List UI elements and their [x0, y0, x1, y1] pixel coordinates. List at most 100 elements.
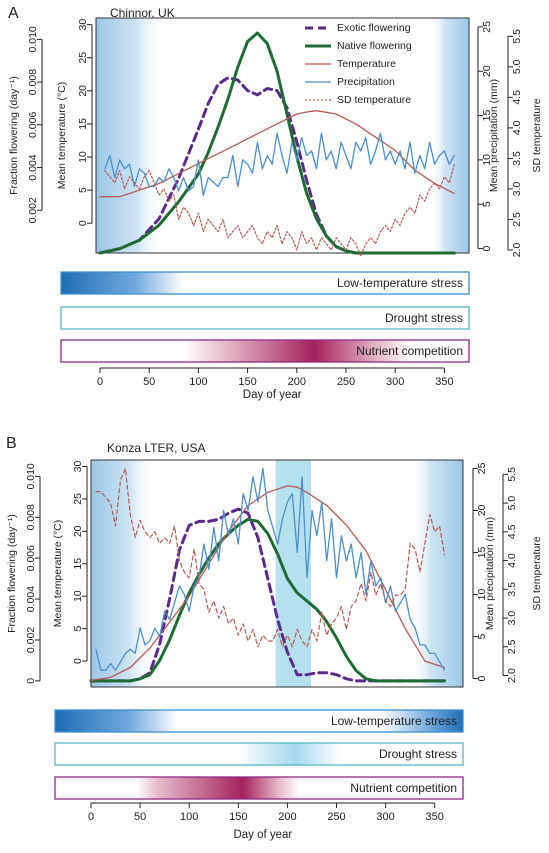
- flowering-tick-label: 0.004: [25, 586, 37, 612]
- precipitation-tick-label: 25: [476, 462, 488, 474]
- legend-label: Native flowering: [337, 40, 412, 52]
- temperature-tick-label: 10: [72, 590, 84, 602]
- x-tick-label: 200: [288, 376, 306, 388]
- stress-bar-label: Low-temperature stress: [331, 714, 457, 728]
- series-native-flowering-line: [89, 517, 446, 683]
- precipitation-tick-label: 20: [481, 65, 493, 77]
- x-tick-label: 150: [229, 811, 247, 823]
- stress-bar: [54, 742, 464, 766]
- x-tick-label: 100: [189, 376, 207, 388]
- temperature-axis-label: Mean temperature (°C): [52, 520, 64, 628]
- precipitation-tick-label: 25: [481, 21, 493, 33]
- stress-bar: [54, 776, 464, 800]
- stress-bar-label: Nutrient competition: [350, 781, 457, 795]
- flowering-tick-label: 0.002: [25, 627, 37, 653]
- drought-shading: [275, 460, 311, 687]
- panel-a: A Chinnor, UK 0.002 0.004 0.006 0.008 0.010 0 5 1…: [8, 5, 543, 401]
- legend-label: SD temperature: [337, 94, 411, 106]
- sd-temperature-tick-label: 4.5: [506, 524, 518, 539]
- flowering-axis-label: Fraction flowering (day⁻¹): [6, 514, 18, 633]
- winter-shading: [91, 460, 155, 687]
- stress-bar-label: Low-temperature stress: [337, 276, 463, 290]
- panel-title: Chinnor, UK: [110, 6, 175, 20]
- panel-b: B Konza LTER, USA 0 0.002 0.004 0.006 0.008 0.0…: [6, 435, 543, 841]
- winter-shading: [429, 18, 469, 253]
- series-precipitation-line: [104, 132, 455, 197]
- flowering-tick-label: 0.008: [25, 504, 37, 530]
- x-tick-label: 200: [278, 811, 296, 823]
- sd-temperature-tick-label: 3.5: [511, 151, 523, 166]
- series-sd-temperature-line: [95, 468, 446, 648]
- precipitation-tick-label: 15: [481, 110, 493, 122]
- x-tick-label: 300: [376, 811, 394, 823]
- temperature-tick-label: 20: [72, 525, 84, 537]
- legend-label: Exotic flowering: [337, 22, 411, 34]
- sd-temperature-tick-label: 5.0: [506, 496, 518, 511]
- sd-temperature-tick-label: 2.5: [506, 639, 518, 654]
- temperature-tick-label: 20: [77, 85, 89, 97]
- flowering-tick-label: 0.006: [25, 545, 37, 571]
- stress-bar: [60, 339, 470, 363]
- series-sd-temperature-line: [104, 163, 455, 257]
- x-tick-label: 50: [143, 376, 155, 388]
- x-tick-label: 150: [238, 376, 256, 388]
- legend: Exotic flowering Native flowering Temperat…: [305, 22, 412, 106]
- temperature-axis-label: Mean temperature (°C): [56, 82, 68, 190]
- temperature-tick-label: 0: [77, 220, 89, 226]
- x-tick-label: 300: [386, 376, 404, 388]
- x-tick-label: 0: [88, 811, 94, 823]
- precipitation-tick-label: 10: [481, 154, 493, 166]
- panel-letter: B: [6, 435, 17, 452]
- flowering-tick-label: 0.008: [27, 69, 39, 95]
- temperature-tick-label: 0: [72, 658, 84, 664]
- x-tick-label: 250: [337, 376, 355, 388]
- temperature-tick-label: 5: [77, 187, 89, 193]
- precipitation-axis-label: Mean precipitation (mm): [488, 79, 500, 192]
- x-axis-label: Day of year: [243, 389, 302, 401]
- stress-bar: [60, 306, 470, 330]
- winter-shading: [96, 18, 164, 253]
- precipitation-tick-label: 0: [476, 676, 488, 682]
- stress-bar: [54, 709, 464, 733]
- sd-temperature-tick-label: 4.0: [506, 553, 518, 568]
- series-temperature-line: [99, 110, 455, 198]
- precipitation-tick-label: 5: [476, 633, 488, 639]
- sd-temperature-tick-label: 3.0: [511, 181, 523, 196]
- precipitation-tick-label: 0: [481, 245, 493, 251]
- series-precipitation-line: [95, 467, 446, 671]
- flowering-tick-label: 0.006: [27, 112, 39, 138]
- x-axis-label: Day of year: [233, 829, 292, 841]
- temperature-tick-label: 10: [77, 151, 89, 163]
- flowering-tick-label: 0.010: [27, 26, 39, 52]
- x-tick-label: 350: [426, 811, 444, 823]
- sd-temperature-tick-label: 2.0: [511, 242, 523, 257]
- temperature-tick-label: 5: [72, 626, 84, 632]
- temperature-tick-label: 25: [77, 52, 89, 64]
- stress-bar-label: Drought stress: [385, 311, 463, 325]
- sd-temperature-tick-label: 3.0: [506, 611, 518, 626]
- flowering-tick-label: 0.010: [25, 463, 37, 489]
- temperature-tick-label: 15: [72, 558, 84, 570]
- sd-temperature-tick-label: 3.5: [506, 582, 518, 597]
- stress-bar-label: Nutrient competition: [356, 344, 463, 358]
- sd-temperature-tick-label: 5.0: [511, 59, 523, 74]
- precipitation-tick-label: 15: [476, 546, 488, 558]
- sd-temperature-tick-label: 2.5: [511, 212, 523, 227]
- sd-temperature-axis-label: SD temperature: [531, 98, 543, 172]
- temperature-tick-label: 30: [77, 19, 89, 31]
- precipitation-axis-label: Mean precipitation (mm): [484, 517, 496, 630]
- sd-temperature-tick-label: 5.5: [511, 29, 523, 44]
- plot-frame: [95, 17, 470, 254]
- winter-shading: [410, 460, 463, 687]
- temperature-tick-label: 25: [72, 493, 84, 505]
- x-tick-label: 250: [327, 811, 345, 823]
- plot-frame: [90, 459, 464, 688]
- precipitation-tick-label: 5: [481, 201, 493, 207]
- legend-label: Precipitation: [337, 76, 395, 88]
- sd-temperature-tick-label: 5.5: [506, 467, 518, 482]
- temperature-tick-label: 15: [77, 118, 89, 130]
- x-tick-label: 350: [435, 376, 453, 388]
- precipitation-tick-label: 20: [476, 504, 488, 516]
- flowering-tick-label: 0: [25, 678, 37, 684]
